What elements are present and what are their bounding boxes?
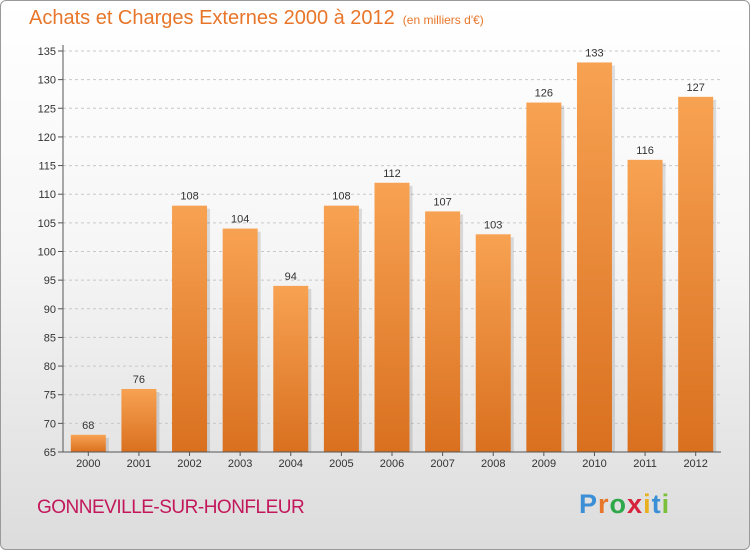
data-label: 133 [585,47,603,59]
x-tick-label: 2005 [329,458,353,470]
bar [70,434,106,452]
data-label: 108 [332,191,350,203]
data-label: 103 [484,219,502,231]
y-tick-label: 65 [44,447,56,459]
logo-letter: t [651,489,662,519]
logo-letter: o [609,489,628,519]
y-tick-label: 135 [38,46,56,58]
bar [374,182,410,452]
logo-letter: i [661,489,671,519]
bar [576,62,612,452]
x-tick-label: 2009 [532,458,556,470]
chart-unit: (en milliers d'€) [402,13,484,27]
logo-letter: x [627,489,644,519]
bar [172,205,208,452]
bar [273,285,309,452]
y-tick-label: 70 [44,418,56,430]
data-label: 116 [636,145,654,157]
x-tick-label: 2001 [127,458,151,470]
x-tick-label: 2008 [481,458,505,470]
data-label: 104 [231,214,249,226]
bar [323,205,359,452]
data-label: 126 [535,88,553,100]
x-tick-label: 2010 [582,458,606,470]
y-tick-label: 110 [38,189,56,201]
chart-title-text: Achats et Charges Externes 2000 à 2012 [29,7,395,29]
bars [70,62,717,453]
bar [222,228,258,452]
data-label: 94 [285,271,297,283]
data-label: 108 [180,191,198,203]
labels: 65 70 75 80 85 90 95 100 105 110 115 120 125 130 135 68… [38,46,708,470]
x-tick-label: 2002 [177,458,201,470]
x-tick-label: 2004 [279,458,303,470]
data-label: 76 [133,374,145,386]
city-name: GONNEVILLE-SUR-HONFLEUR [37,497,305,518]
bar [678,96,714,452]
y-tick-label: 80 [44,361,56,373]
data-label: 127 [687,82,705,94]
logo-letter: i [643,489,652,519]
y-tick-label: 85 [44,332,56,344]
bar [121,388,157,452]
y-tick-label: 130 [38,75,56,87]
x-tick-label: 2007 [430,458,454,470]
data-label: 68 [82,420,94,432]
x-tick-label: 2003 [228,458,252,470]
bar [475,234,511,452]
logo-letter: r [598,489,610,519]
y-tick-label: 115 [38,161,56,173]
bar [627,159,663,453]
y-tick-label: 125 [38,103,56,115]
y-tick-label: 100 [38,247,56,259]
y-tick-label: 120 [38,132,56,144]
y-tick-label: 75 [44,390,56,402]
proxiti-logo: Proxiti [579,489,670,520]
bar [425,211,461,452]
y-tick-label: 90 [44,304,56,316]
axes [58,45,721,456]
x-tick-label: 2012 [683,458,707,470]
x-tick-label: 2000 [76,458,100,470]
bar [526,102,562,453]
x-tick-label: 2006 [380,458,404,470]
y-tick-label: 105 [38,218,56,230]
y-tick-label: 95 [44,275,56,287]
data-label: 112 [383,168,401,180]
x-tick-label: 2011 [633,458,657,470]
chart-title: Achats et Charges Externes 2000 à 2012 (e… [29,7,484,30]
logo-letter: P [579,489,599,519]
data-label: 107 [433,196,451,208]
